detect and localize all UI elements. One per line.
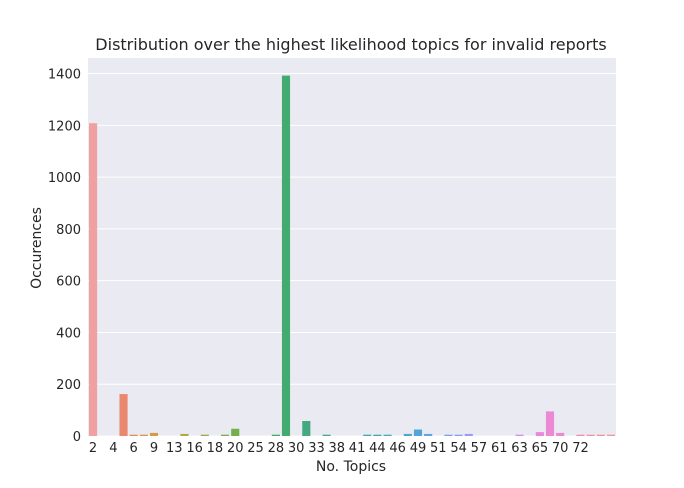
grid-lines (88, 73, 616, 437)
x-tick-label: 46 (389, 441, 406, 456)
x-tick-label: 54 (450, 441, 467, 456)
x-tick-label: 25 (247, 441, 264, 456)
y-tick-label: 1200 (48, 119, 81, 134)
x-tick-label: 41 (349, 441, 366, 456)
x-tick-label: 65 (532, 441, 549, 456)
x-tick-label: 16 (186, 441, 203, 456)
bar (535, 432, 544, 436)
x-tick-label: 63 (511, 441, 528, 456)
x-tick-label: 57 (471, 441, 488, 456)
bar (464, 433, 473, 436)
bar (586, 434, 595, 436)
y-tick-label: 400 (56, 326, 81, 341)
x-tick-label: 2 (89, 441, 97, 456)
bar (545, 411, 555, 436)
x-tick-label: 33 (308, 441, 325, 456)
x-tick-label: 30 (288, 441, 305, 456)
bar (373, 434, 382, 436)
x-tick-label: 9 (150, 441, 158, 456)
x-tick-label: 28 (268, 441, 285, 456)
y-tick-label: 0 (73, 430, 81, 445)
x-tick-label: 4 (109, 441, 117, 456)
bar (302, 420, 311, 436)
bar (363, 434, 372, 436)
bar (606, 434, 615, 436)
bar (403, 433, 412, 436)
x-tick-label: 20 (227, 441, 244, 456)
bar (231, 428, 240, 436)
x-tick-label: 44 (369, 441, 386, 456)
plot-background (88, 58, 616, 436)
y-tick-label: 1000 (48, 171, 81, 186)
x-tick-label: 13 (166, 441, 183, 456)
bar (454, 434, 463, 436)
bar (322, 434, 331, 436)
bar (119, 394, 128, 436)
bar (221, 434, 230, 436)
y-tick-label: 1400 (48, 68, 81, 83)
x-tick-label: 61 (491, 441, 508, 456)
bar (271, 434, 280, 436)
bar (149, 432, 159, 436)
bar (139, 434, 148, 436)
x-tick-labels: 2 4 6 9 13 16 18 20 25 28 30 33 38 41 44 46 49 51 54 57 61 63… (89, 441, 589, 456)
bar (383, 434, 392, 436)
bar (413, 429, 423, 436)
bars (89, 75, 615, 437)
y-tick-labels: 0 200 400 600 800 1000 1200 1400 (48, 68, 81, 445)
bar (515, 434, 524, 436)
bar (89, 123, 98, 436)
bar (576, 434, 585, 436)
y-tick-label: 800 (56, 223, 81, 238)
bar (200, 434, 209, 436)
x-tick-label: 72 (572, 441, 589, 456)
x-tick-label: 49 (410, 441, 427, 456)
x-tick-label: 51 (430, 441, 447, 456)
bar (596, 434, 605, 436)
bar (180, 433, 189, 436)
x-tick-label: 6 (130, 441, 138, 456)
y-tick-label: 200 (56, 378, 81, 393)
bar (444, 434, 453, 436)
bar (129, 434, 138, 436)
y-axis-label: Occurences (29, 207, 45, 289)
chart-title: Distribution over the highest likelihood… (95, 35, 606, 54)
bar (281, 75, 291, 437)
x-tick-label: 70 (552, 441, 569, 456)
bar (556, 432, 565, 436)
bar (424, 433, 433, 436)
x-tick-label: 18 (207, 441, 224, 456)
x-axis-label: No. Topics (316, 459, 386, 475)
x-tick-label: 38 (328, 441, 345, 456)
y-tick-label: 600 (56, 275, 81, 290)
